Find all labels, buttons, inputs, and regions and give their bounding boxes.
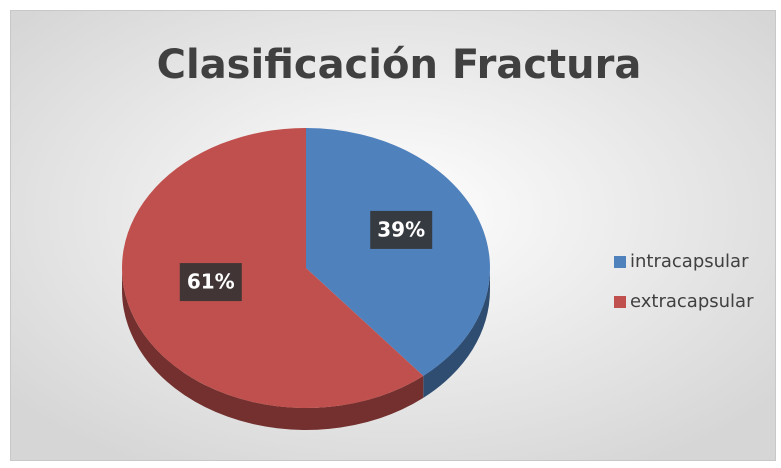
- data-label: 39%: [377, 217, 425, 241]
- legend-swatch: [614, 296, 626, 308]
- data-label-box: [370, 210, 433, 249]
- legend-label: intracapsular: [630, 251, 749, 272]
- slice: [306, 128, 491, 376]
- data-label: 61%: [187, 270, 235, 294]
- chart-title: Clasificación Fractura: [157, 42, 642, 88]
- legend-label: extracapsular: [630, 291, 754, 312]
- slice-side: [122, 268, 424, 430]
- data-label-box: [179, 263, 242, 302]
- legend-swatch: [614, 256, 626, 268]
- slice-side: [423, 268, 490, 398]
- slice: [121, 128, 424, 408]
